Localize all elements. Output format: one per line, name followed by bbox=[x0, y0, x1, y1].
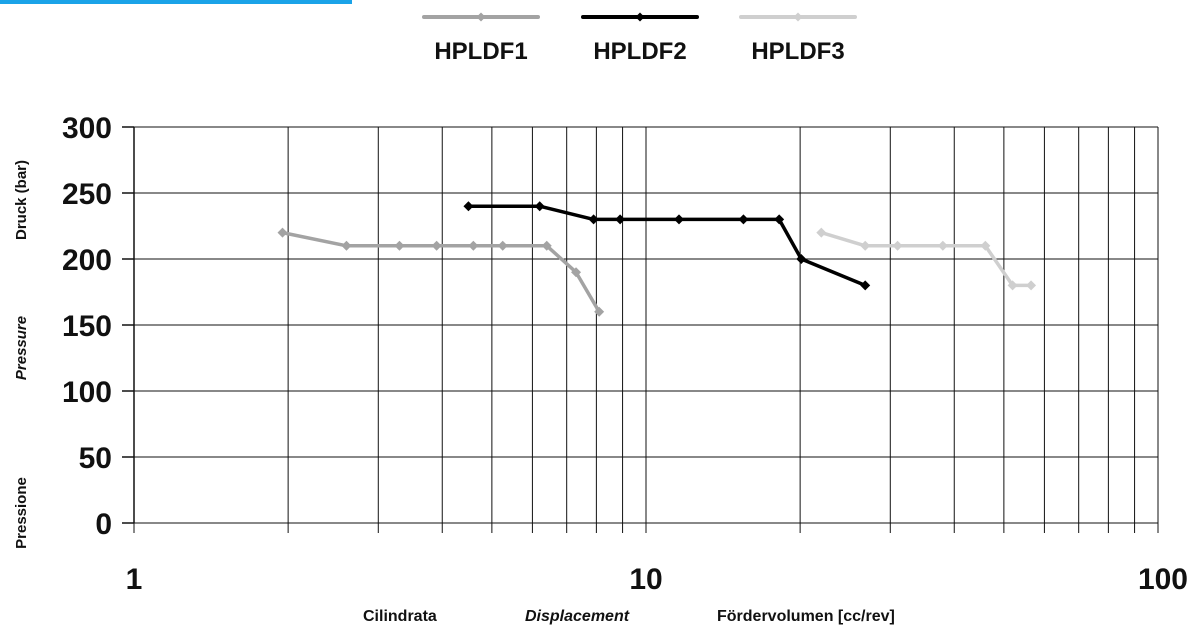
data-point bbox=[468, 240, 479, 251]
legend-marker bbox=[793, 12, 803, 22]
data-point bbox=[594, 306, 605, 317]
x-axis-label-part: Cilindrata bbox=[363, 608, 437, 625]
data-point bbox=[394, 240, 405, 251]
data-point bbox=[674, 214, 685, 225]
x-tick-label: 10 bbox=[629, 563, 662, 596]
plot-series bbox=[277, 201, 1037, 317]
series-line bbox=[280, 230, 601, 314]
y-tick-label: 50 bbox=[79, 442, 112, 475]
legend-label: HPLDF3 bbox=[751, 38, 844, 65]
data-point bbox=[463, 201, 474, 212]
data-point bbox=[341, 240, 352, 251]
y-tick-label: 300 bbox=[62, 112, 112, 145]
x-axis-label-part: Displacement bbox=[525, 608, 630, 625]
data-point bbox=[588, 214, 599, 225]
data-point bbox=[937, 240, 948, 251]
data-point bbox=[892, 240, 903, 251]
data-point bbox=[774, 214, 785, 225]
legend-marker bbox=[635, 12, 645, 22]
x-axis-label-part: Fördervolumen [cc/rev] bbox=[717, 608, 895, 625]
y-axis-label-part: Pressione bbox=[13, 477, 30, 549]
axis-ticks: 0 50 100 150 200 250 300 1 10 100 bbox=[62, 112, 1188, 596]
data-point bbox=[431, 240, 442, 251]
y-axis-label-part: Druck (bar) bbox=[13, 160, 30, 240]
legend-label: HPLDF2 bbox=[593, 38, 686, 65]
data-point bbox=[1007, 280, 1018, 291]
data-point bbox=[860, 240, 871, 251]
data-point bbox=[541, 240, 552, 251]
data-point bbox=[615, 214, 626, 225]
legend-marker bbox=[476, 12, 486, 22]
data-point bbox=[277, 227, 288, 238]
axis-labels: Pressione Pressure Druck (bar) Cilindrata Di… bbox=[13, 160, 895, 625]
data-point bbox=[497, 240, 508, 251]
data-point bbox=[980, 240, 991, 251]
y-tick-label: 100 bbox=[62, 376, 112, 409]
data-point bbox=[1026, 280, 1037, 291]
accent-bar bbox=[0, 0, 352, 4]
data-point bbox=[796, 254, 807, 264]
x-tick-label: 1 bbox=[126, 563, 143, 596]
data-point bbox=[816, 227, 827, 238]
data-point bbox=[860, 280, 871, 291]
legend: HPLDF1 HPLDF2 HPLDF3 bbox=[422, 12, 857, 65]
y-tick-label: 150 bbox=[62, 310, 112, 343]
data-point bbox=[571, 267, 582, 278]
data-point bbox=[738, 214, 749, 225]
y-tick-label: 250 bbox=[62, 178, 112, 211]
y-tick-label: 0 bbox=[95, 508, 112, 541]
x-tick-label: 100 bbox=[1138, 563, 1188, 596]
y-tick-label: 200 bbox=[62, 244, 112, 277]
data-point bbox=[534, 201, 545, 212]
legend-label: HPLDF1 bbox=[434, 38, 527, 65]
plot-grid bbox=[122, 126, 1159, 533]
y-axis-label-part: Pressure bbox=[13, 316, 30, 380]
